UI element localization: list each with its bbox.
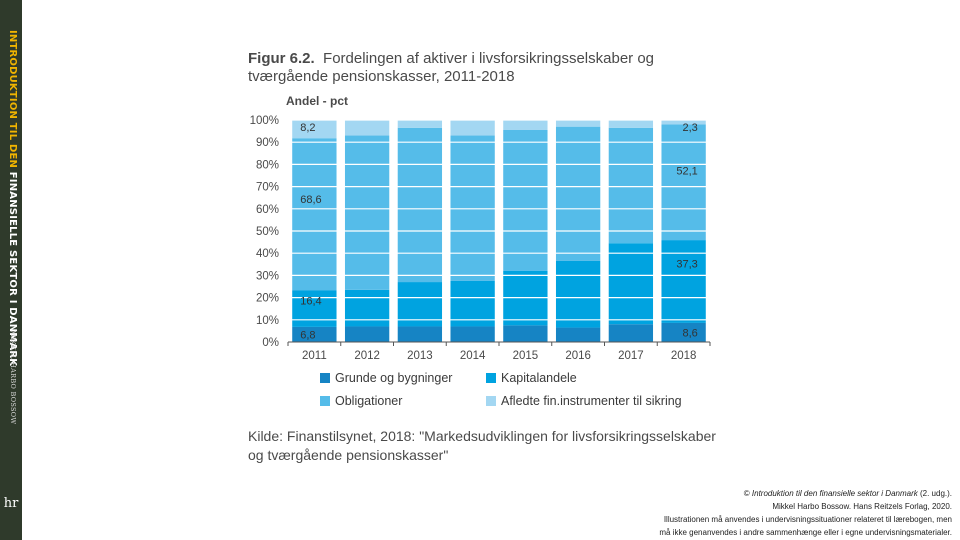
- bar-2012-grunde-og-bygninger: [344, 326, 390, 342]
- y-tick-label: 90%: [256, 137, 279, 149]
- spine-title-highlight: INTRODUKTION TIL DEN: [7, 30, 18, 169]
- bar-2011-obligationer: [292, 138, 337, 291]
- y-tick-label: 10%: [256, 315, 279, 327]
- bar-2013-grunde-og-bygninger: [397, 326, 443, 342]
- bar-2017-afledte-fin-instrumenter-til-sikring: [608, 120, 654, 128]
- data-label: 52,1: [676, 166, 697, 178]
- x-tick-label: 2012: [354, 350, 380, 362]
- y-axis-label: Andel - pct: [286, 94, 348, 108]
- bar-2016-afledte-fin-instrumenter-til-sikring: [555, 120, 601, 127]
- spine-title: INTRODUKTION TIL DEN FINANSIELLE SEKTOR …: [4, 30, 18, 366]
- data-label: 68,6: [300, 194, 321, 206]
- y-tick-label: 100%: [250, 115, 279, 127]
- bar-2015-afledte-fin-instrumenter-til-sikring: [503, 120, 548, 130]
- y-tick-label: 0%: [262, 337, 279, 349]
- y-tick-label: 70%: [256, 182, 279, 194]
- x-tick-label: 2014: [460, 350, 486, 362]
- source-note: Kilde: Finanstilsynet, 2018: "Markedsudv…: [248, 428, 716, 463]
- data-label: 8,6: [682, 327, 697, 339]
- bar-2018-kapitalandele: [661, 240, 706, 323]
- bar-2017-grunde-og-bygninger: [608, 324, 654, 342]
- y-tick-label: 20%: [256, 293, 279, 305]
- bar-2012-kapitalandele: [344, 289, 390, 327]
- data-label: 2,3: [682, 122, 697, 134]
- book-spine: INTRODUKTION TIL DEN FINANSIELLE SEKTOR …: [0, 0, 22, 540]
- legend-swatch: [320, 396, 330, 406]
- bar-2015-obligationer: [503, 129, 548, 271]
- copyright-usage-line: Illustrationen må anvendes i undervisnin…: [663, 515, 952, 524]
- spine-title-rest: FINANSIELLE SEKTOR I DANMARK: [7, 171, 18, 367]
- figure-title-text: Fordelingen af aktiver i livsforsikrings…: [248, 50, 655, 85]
- bar-2012-afledte-fin-instrumenter-til-sikring: [344, 120, 390, 136]
- publisher-logo: hr: [3, 496, 19, 511]
- data-label: 6,8: [300, 329, 315, 341]
- copyright-symbol: ©: [743, 489, 750, 498]
- bar-2014-kapitalandele: [450, 280, 495, 327]
- bar-2013-obligationer: [397, 127, 443, 283]
- legend-swatch: [320, 373, 330, 383]
- y-tick-label: 60%: [256, 204, 279, 216]
- legend-label: Afledte fin.instrumenter til sikring: [501, 394, 682, 408]
- bar-2011-kapitalandele: [292, 290, 337, 327]
- y-tick-label: 30%: [256, 270, 279, 282]
- x-tick-label: 2015: [513, 350, 539, 362]
- copyright-book-title: Introduktion til den finansielle sektor …: [751, 489, 918, 498]
- copyright-notice: © Introduktion til den finansielle sekto…: [572, 487, 952, 539]
- bar-2017-obligationer: [608, 127, 654, 244]
- legend-swatch: [486, 396, 496, 406]
- x-tick-label: 2016: [565, 350, 591, 362]
- bar-2018-obligationer: [661, 124, 706, 241]
- bar-2016-grunde-og-bygninger: [555, 327, 601, 342]
- stacked-bar-chart: Andel - pct 0% 10% 20% 30% 40% 50% 60% 70% 80% 90%…: [250, 94, 711, 408]
- bar-2011-grunde-og-bygninger: [292, 326, 337, 342]
- legend-label: Kapitalandele: [501, 371, 577, 385]
- bar-2016-obligationer: [555, 126, 601, 261]
- x-tick-label: 2011: [302, 350, 327, 362]
- data-label: 37,3: [676, 258, 697, 270]
- data-label: 8,2: [300, 122, 315, 134]
- legend-label: Grunde og bygninger: [335, 371, 452, 385]
- spine-author: MIKKEL HARBO BOSSOW: [9, 330, 17, 425]
- copyright-author-line: Mikkel Harbo Bossow. Hans Reitzels Forla…: [772, 502, 952, 511]
- bar-2018-afledte-fin-instrumenter-til-sikring: [661, 120, 706, 125]
- data-label: 16,4: [300, 296, 321, 308]
- bar-2016-kapitalandele: [555, 260, 601, 328]
- bar-2014-grunde-og-bygninger: [450, 326, 495, 342]
- bar-2014-afledte-fin-instrumenter-til-sikring: [450, 120, 495, 136]
- figure-label: Figur 6.2.: [248, 50, 315, 67]
- bar-2013-afledte-fin-instrumenter-til-sikring: [397, 120, 443, 128]
- copyright-edition: (2. udg.).: [919, 489, 952, 498]
- bar-2015-grunde-og-bygninger: [503, 325, 548, 342]
- copyright-restriction-line: må ikke genanvendes i andre sammenhænge …: [659, 528, 952, 537]
- bar-2012-obligationer: [344, 135, 390, 290]
- bar-2017-kapitalandele: [608, 243, 654, 325]
- legend-swatch: [486, 373, 496, 383]
- figure-title: Figur 6.2. Fordelingen af aktiver i livs…: [248, 50, 718, 86]
- bar-2018-grunde-og-bygninger: [661, 322, 706, 342]
- y-tick-label: 50%: [256, 226, 279, 238]
- legend-label: Obligationer: [335, 394, 402, 408]
- x-tick-label: 2017: [618, 350, 644, 362]
- bar-2011-afledte-fin-instrumenter-til-sikring: [292, 120, 337, 139]
- x-tick-label: 2013: [407, 350, 433, 362]
- x-tick-label: 2018: [671, 350, 697, 362]
- bar-2013-kapitalandele: [397, 282, 443, 327]
- y-tick-label: 40%: [256, 248, 279, 260]
- y-tick-label: 80%: [256, 159, 279, 171]
